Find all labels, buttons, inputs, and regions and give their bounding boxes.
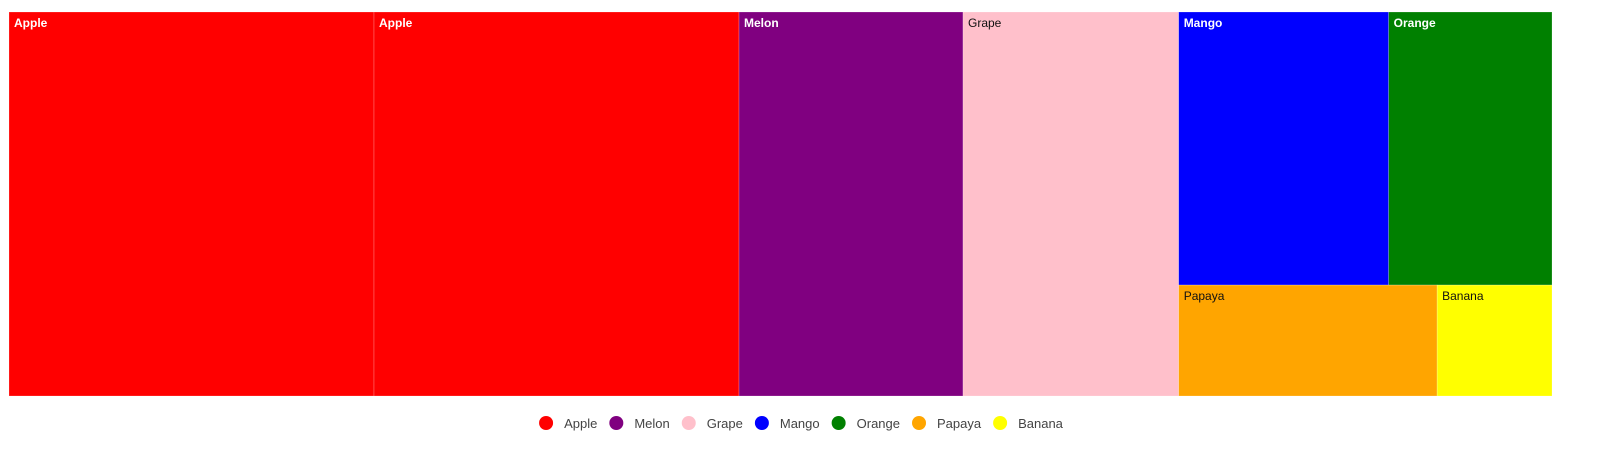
treemap-tile-rect[interactable] [1436, 284, 1553, 397]
legend-item-banana[interactable]: Banana [993, 416, 1064, 431]
legend-label: Grape [707, 416, 743, 431]
treemap-tile-apple[interactable]: Apple [8, 11, 375, 397]
legend-label: Orange [857, 416, 900, 431]
treemap-tile-banana[interactable]: Banana [1436, 284, 1553, 397]
treemap-tile-apple[interactable]: Apple [373, 11, 740, 397]
legend: Apple Melon Grape Mango Orange Papaya Banana [539, 416, 1064, 431]
treemap-tile-rect[interactable] [373, 11, 740, 397]
treemap-tile-papaya[interactable]: Papaya [1178, 284, 1438, 397]
treemap-tile-melon[interactable]: Melon [738, 11, 964, 397]
treemap-tile-rect[interactable] [1388, 11, 1553, 286]
legend-item-grape[interactable]: Grape [681, 416, 743, 431]
legend-label: Papaya [937, 416, 982, 431]
legend-swatch [912, 416, 927, 430]
legend-item-melon[interactable]: Melon [609, 416, 670, 431]
treemap-tile-label: Grape [968, 16, 1002, 30]
treemap-tile-label: Banana [1442, 289, 1484, 303]
legend-swatch [681, 416, 696, 430]
treemap-tile-label: Papaya [1184, 289, 1225, 303]
treemap-tile-orange[interactable]: Orange [1388, 11, 1553, 286]
legend-item-apple[interactable]: Apple [539, 416, 597, 431]
treemap-tile-mango[interactable]: Mango [1178, 11, 1389, 286]
legend-label: Apple [564, 416, 597, 431]
treemap-tile-rect[interactable] [8, 11, 375, 397]
legend-label: Banana [1018, 416, 1064, 431]
legend-item-mango[interactable]: Mango [754, 416, 820, 431]
treemap-tile-rect[interactable] [962, 11, 1179, 397]
legend-swatch [831, 416, 846, 430]
treemap-tile-grape[interactable]: Grape [962, 11, 1179, 397]
legend-item-orange[interactable]: Orange [831, 416, 900, 431]
treemap-tile-label: Orange [1394, 16, 1436, 30]
legend-swatch [993, 416, 1008, 430]
treemap-tile-label: Apple [379, 16, 413, 30]
treemap-tile-rect[interactable] [1178, 11, 1389, 286]
treemap-tile-label: Melon [744, 16, 779, 30]
legend-swatch [754, 416, 769, 430]
treemap-tile-rect[interactable] [1178, 284, 1438, 397]
legend-item-papaya[interactable]: Papaya [912, 416, 982, 431]
treemap-tile-rect[interactable] [738, 11, 964, 397]
legend-swatch [539, 416, 554, 430]
treemap-tile-label: Apple [14, 16, 48, 30]
legend-label: Mango [780, 416, 820, 431]
legend-label: Melon [634, 416, 669, 431]
treemap-tile-label: Mango [1184, 16, 1223, 30]
legend-swatch [609, 416, 624, 430]
